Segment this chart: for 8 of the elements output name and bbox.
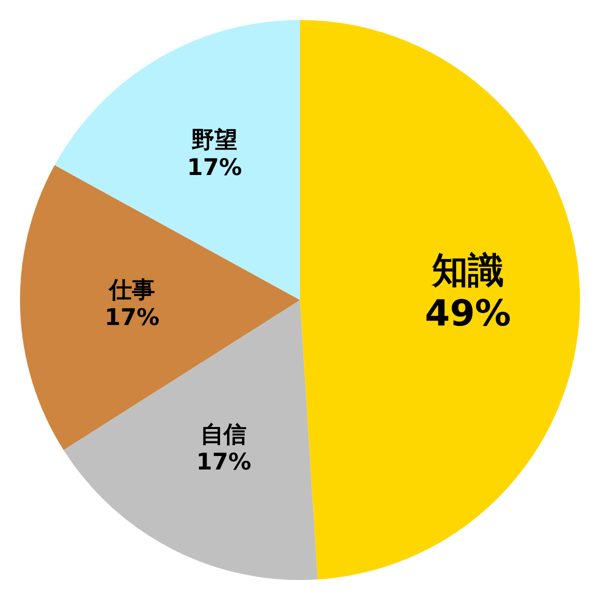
data-label: 49% [424, 294, 512, 335]
data-label: 17% [187, 155, 242, 182]
data-label: 17% [196, 449, 252, 476]
data-label: 17% [104, 304, 160, 331]
slice-label: 野望 [191, 128, 238, 154]
slice-label: 知識 [430, 250, 504, 292]
slice-label: 自信 [200, 422, 247, 448]
slice-label: 仕事 [108, 277, 156, 304]
